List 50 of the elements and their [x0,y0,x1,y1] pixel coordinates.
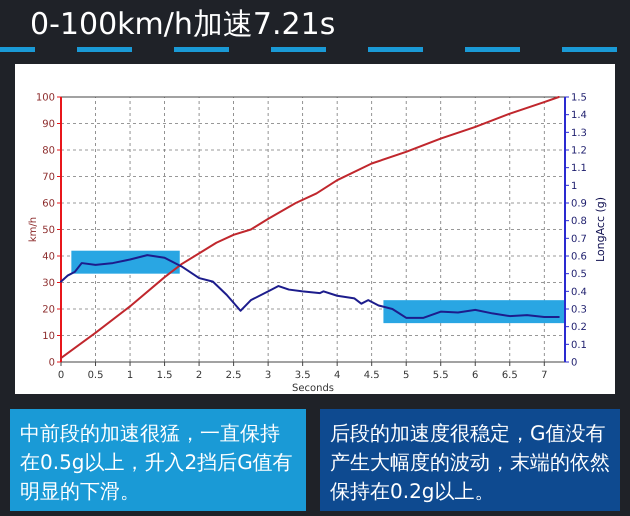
x-tick-label: 5 [403,370,410,381]
x-tick-label: 6 [472,370,478,381]
x-tick-label: 7 [541,370,548,381]
line-series [60,96,560,360]
y-tick-label: 50 [42,225,55,236]
y2-tick-label: 0.7 [571,234,587,245]
x-axis-title: Seconds [292,383,334,394]
x-tick-label: 0.5 [88,370,104,381]
y2-tick-label: 1.2 [571,146,587,156]
text: 后段的加速度很稳定，G值没有产生大幅度的波动，末端的依然保持在0.2g以上。 [320,409,620,511]
y-tick-label: 0 [48,358,55,368]
x-tick-label: 2.5 [226,370,242,381]
x-tick-label: 2 [196,370,202,381]
y2-tick-label: 1 [571,180,578,192]
y2-tick-label: 0.5 [571,269,587,280]
y2-tick-label: 0.3 [571,304,587,316]
x-tick-label: 1.5 [156,370,173,381]
y2-tick-label: 1.3 [571,128,587,139]
x-tick-label: 6.5 [502,370,518,381]
y-tick-label: 20 [42,304,55,316]
x-tick-label: 4.5 [364,370,380,381]
y2-tick-label: 0.9 [571,198,587,210]
y2-tick-label: 1.1 [571,163,587,174]
y-tick-label: 90 [42,119,55,130]
y2-tick-label: 0.8 [571,216,587,228]
line-series [60,254,560,319]
x-tick-label: 5.5 [432,370,449,381]
text: 中前段的加速很猛，一直保持在0.5g以上，升入2挡后G值有明显的下滑。 [10,409,306,511]
y2-tick-label: 0 [571,358,578,368]
y2-tick-label: 1.5 [571,92,587,104]
y-tick-label: 80 [42,146,55,156]
y2-tick-label: 1.4 [571,110,587,122]
x-tick-label: 1 [126,370,134,381]
y2-tick-label: 0.2 [571,322,587,334]
y2-tick-label: 0.6 [571,252,587,262]
x-tick-label: 4 [334,370,340,381]
y-tick-label: 40 [42,252,55,262]
y-tick-label: 60 [42,198,55,210]
chart-title: 0-100km/h加速7.21s [30,6,336,44]
x-tick-label: 3.5 [294,370,311,381]
y-tick-label: 100 [36,92,55,104]
y2-tick-label: 0.4 [571,286,587,298]
x-tick-label: 0 [58,370,64,381]
y-tick-label: 30 [42,278,55,289]
y2-tick-label: 0.1 [571,340,587,351]
y-tick-label: 70 [42,172,55,183]
y2-axis-title: LongAcc (g) [594,196,607,262]
y-axis-title: km/h [28,216,39,242]
y-tick-label: 10 [42,331,55,342]
x-tick-label: 3 [264,370,272,381]
